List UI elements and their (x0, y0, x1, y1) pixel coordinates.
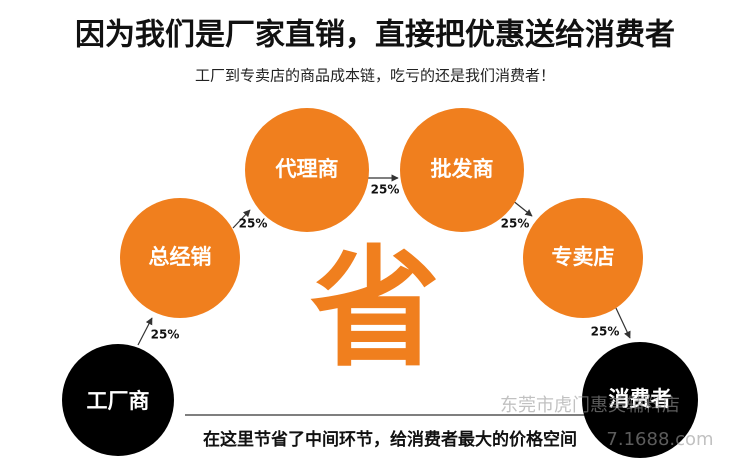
watermark: 东莞市虎门惠美辅料店 (500, 395, 680, 416)
edge-label: 25% (501, 217, 530, 231)
edge-label: 25% (591, 325, 620, 339)
watermark: 7.1688.com (606, 429, 713, 450)
node-label: 专卖店 (552, 245, 615, 269)
footer-text: 在这里节省了中间环节，给消费者最大的价格空间 (203, 429, 577, 450)
center-character: 省 (310, 233, 440, 385)
edge-label: 25% (371, 183, 400, 197)
node-label: 总经销 (149, 245, 212, 269)
edge-label: 25% (151, 328, 180, 342)
node-circle (62, 344, 174, 456)
node-label: 消费者 (609, 387, 672, 411)
subtitle: 工厂到专卖店的商品成本链，吃亏的还是我们消费者！ (195, 67, 555, 85)
arrows (137, 174, 631, 416)
node-circle (582, 342, 698, 458)
title: 因为我们是厂家直销，直接把优惠送给消费者 (75, 18, 675, 53)
node-label: 代理商 (275, 157, 339, 181)
node-circle (400, 108, 524, 232)
node-circle (245, 108, 369, 232)
node-circle (523, 198, 643, 318)
node-label: 工厂商 (87, 389, 150, 413)
edge-label: 25% (239, 217, 268, 231)
node-label: 批发商 (431, 157, 494, 181)
node-circle (120, 198, 240, 318)
